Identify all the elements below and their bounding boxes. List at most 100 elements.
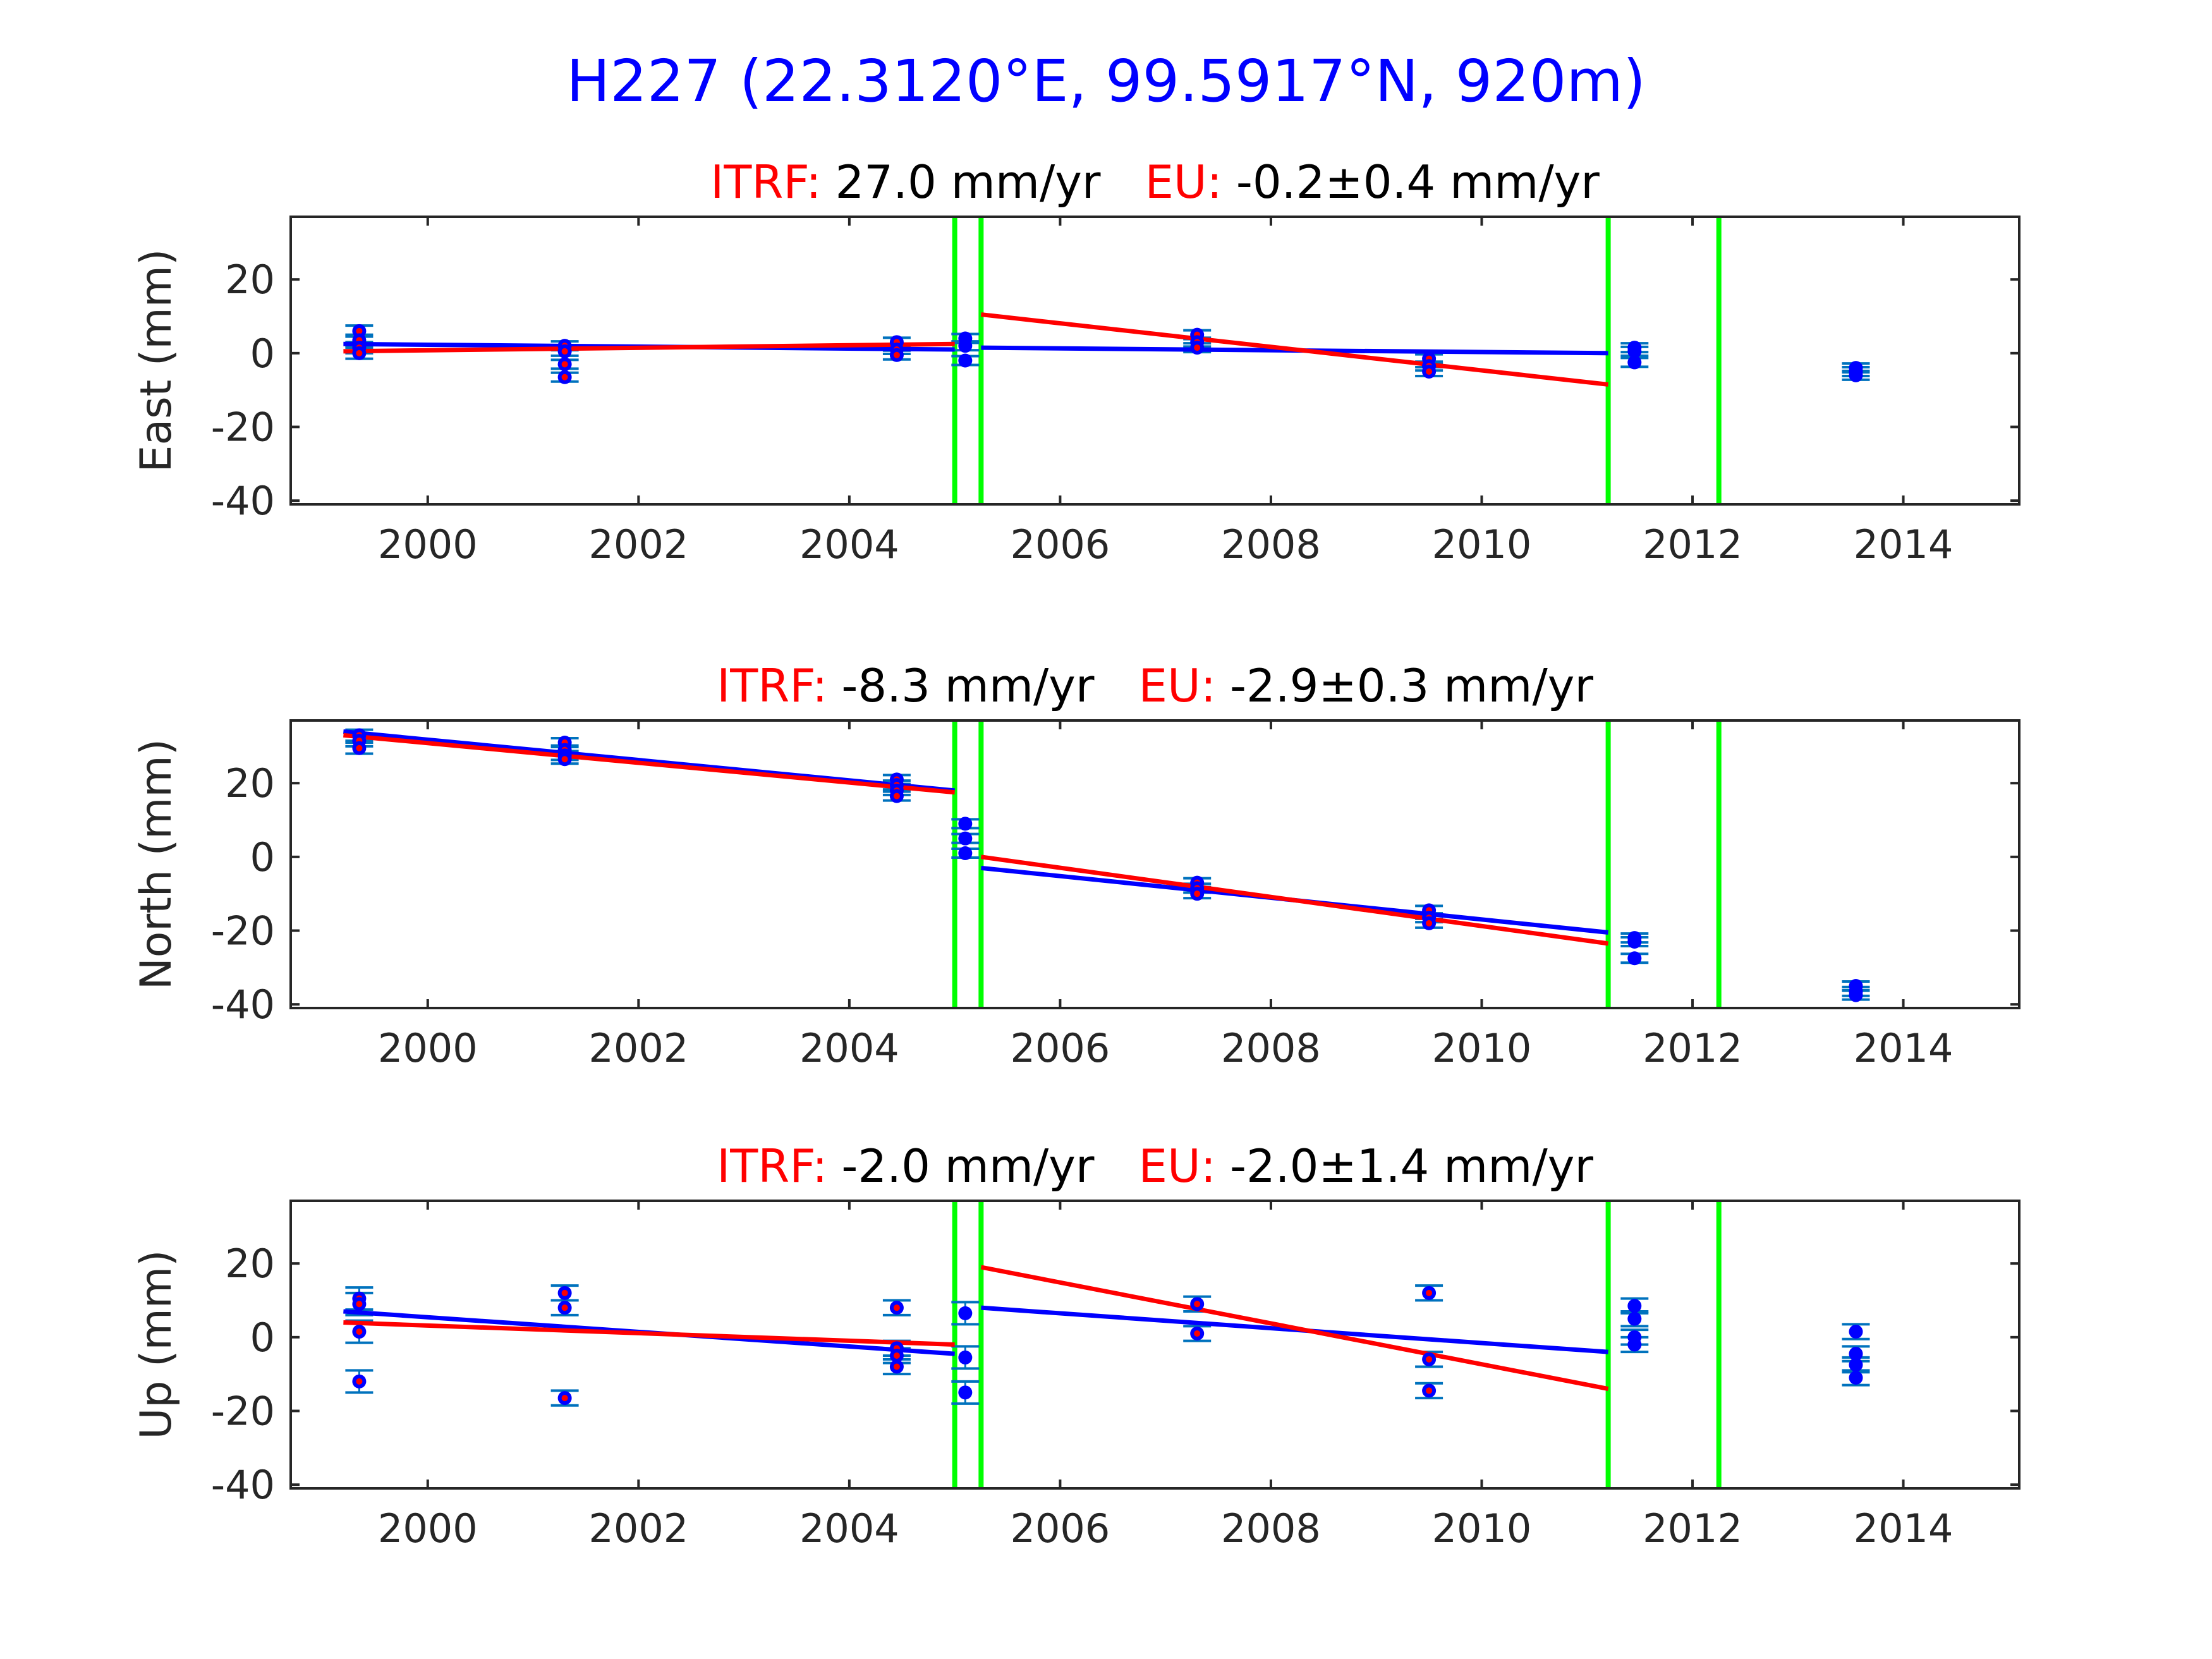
eu-value: -2.0±1.4 mm/yr (1230, 1139, 1593, 1193)
data-point-center (1426, 368, 1433, 375)
y-tick-label: -40 (211, 981, 275, 1028)
x-tick-label: 2004 (799, 1505, 899, 1552)
x-tick-label: 2012 (1643, 1025, 1742, 1071)
data-point-center (356, 327, 363, 334)
x-tick-label: 2010 (1432, 521, 1532, 568)
data-point-center (356, 1378, 363, 1385)
y-tick-label: -20 (211, 404, 275, 451)
data-point (1849, 1358, 1863, 1372)
y-tick-label: 0 (250, 1315, 275, 1361)
data-point (1627, 1311, 1642, 1326)
data-point (958, 831, 973, 846)
x-tick-label: 2008 (1221, 521, 1321, 568)
data-point-center (1194, 890, 1201, 897)
data-point-center (893, 351, 900, 358)
eu-value: -0.2±0.4 mm/yr (1236, 155, 1600, 209)
eu-label: EU: (1139, 659, 1216, 712)
data-point-center (561, 1304, 568, 1311)
axes-box (289, 216, 2021, 506)
data-point-center (561, 348, 568, 355)
axes-box (289, 1200, 2021, 1490)
eu-label: EU: (1139, 1139, 1216, 1193)
data-point (958, 339, 973, 353)
data-point-center (1426, 1387, 1433, 1394)
panel-2: ITRF: -8.3 mm/yr EU: -2.9±0.3 mm/yr North (m… (131, 659, 2021, 1071)
data-point (1627, 1337, 1642, 1352)
data-point-center (561, 756, 568, 763)
data-point (1849, 368, 1863, 382)
data-point-center (561, 1289, 568, 1296)
x-tick-label: 2006 (1011, 1025, 1110, 1071)
data-point-center (893, 1363, 900, 1370)
x-tick-label: 2012 (1643, 1505, 1742, 1552)
data-point-center (356, 349, 363, 356)
red-fit-line (343, 1320, 955, 1347)
y-tick-label: -20 (211, 908, 275, 954)
data-point-center (1194, 1301, 1201, 1308)
data-point-center (356, 1301, 363, 1308)
red-fit-line (980, 312, 1608, 387)
data-point (958, 1385, 973, 1400)
x-tick-label: 2012 (1643, 521, 1742, 568)
itrf-label: ITRF: (710, 155, 821, 209)
itrf-value: -2.0 mm/yr (841, 1139, 1095, 1193)
x-tick-label: 2010 (1432, 1025, 1532, 1071)
eu-value: -2.9±0.3 mm/yr (1230, 659, 1593, 712)
red-fit-line (343, 732, 955, 795)
data-point (1849, 1347, 1863, 1361)
red-fit-line (980, 854, 1609, 946)
data-point-center (893, 1304, 900, 1311)
data-point-center (1426, 1289, 1433, 1296)
x-tick-label: 2014 (1854, 521, 1954, 568)
y-tick-label: -20 (211, 1389, 275, 1435)
data-point-center (1426, 920, 1433, 927)
data-point (958, 1350, 973, 1364)
y-tick-label: 20 (225, 1241, 275, 1287)
y-tick-label: 0 (250, 331, 275, 377)
y-tick-label: -40 (211, 478, 275, 524)
x-tick-label: 2002 (588, 1025, 688, 1071)
data-point (958, 846, 973, 860)
data-point-center (356, 744, 363, 751)
itrf-value: -8.3 mm/yr (841, 659, 1095, 712)
panel-3: ITRF: -2.0 mm/yr EU: -2.0±1.4 mm/yr Up (mm) 2… (131, 1139, 2021, 1552)
data-point-center (1194, 344, 1201, 351)
x-tick-label: 2008 (1221, 1505, 1321, 1552)
panels: ITRF: 27.0 mm/yr EU: -0.2±0.4 mm/yr East (mm… (131, 155, 2021, 1552)
data-point-center (1194, 1330, 1201, 1337)
x-tick-label: 2006 (1011, 521, 1110, 568)
panel-subtitle: ITRF: -8.3 mm/yr EU: -2.9±0.3 mm/yr (717, 659, 1593, 712)
panel-subtitle: ITRF: 27.0 mm/yr EU: -0.2±0.4 mm/yr (710, 155, 1600, 209)
y-axis-label: East (mm) (131, 249, 181, 473)
data-point (958, 353, 973, 368)
red-fit-line (980, 1265, 1609, 1391)
y-tick-label: 20 (225, 760, 275, 806)
data-point (1627, 951, 1642, 966)
data-point-center (1426, 1356, 1433, 1363)
data-point-center (561, 361, 568, 368)
red-fit-line (343, 341, 955, 354)
x-tick-label: 2004 (799, 1025, 899, 1071)
itrf-value: 27.0 mm/yr (835, 155, 1100, 209)
x-tick-label: 2002 (588, 521, 688, 568)
data-point-center (356, 1328, 363, 1335)
y-tick-label: 0 (250, 834, 275, 880)
x-tick-label: 2002 (588, 1505, 688, 1552)
data-point-center (561, 374, 568, 380)
data-point (1627, 1299, 1642, 1313)
x-tick-label: 2000 (378, 1025, 478, 1071)
y-tick-label: -40 (211, 1462, 275, 1508)
panel-1: ITRF: 27.0 mm/yr EU: -0.2±0.4 mm/yr East (mm… (131, 155, 2021, 568)
y-tick-label: 20 (225, 257, 275, 303)
eu-label: EU: (1145, 155, 1222, 209)
itrf-label: ITRF: (717, 1139, 827, 1193)
data-point (1849, 988, 1863, 1002)
data-point (1849, 1325, 1863, 1339)
data-point-center (561, 1395, 568, 1402)
data-point (1627, 355, 1642, 370)
data-point (1627, 344, 1642, 358)
x-tick-label: 2010 (1432, 1505, 1532, 1552)
data-point (1849, 1371, 1863, 1385)
